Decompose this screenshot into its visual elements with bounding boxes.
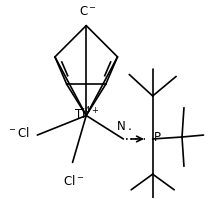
Text: $\cdot$: $\cdot$ xyxy=(127,122,132,135)
Text: Cl$^-$: Cl$^-$ xyxy=(63,174,84,188)
Text: N: N xyxy=(117,120,126,133)
Text: Ti$^{4+}$: Ti$^{4+}$ xyxy=(73,105,99,122)
Text: C$^-$: C$^-$ xyxy=(79,5,97,18)
Text: $^-$Cl: $^-$Cl xyxy=(7,126,29,140)
Text: P: P xyxy=(154,132,161,144)
